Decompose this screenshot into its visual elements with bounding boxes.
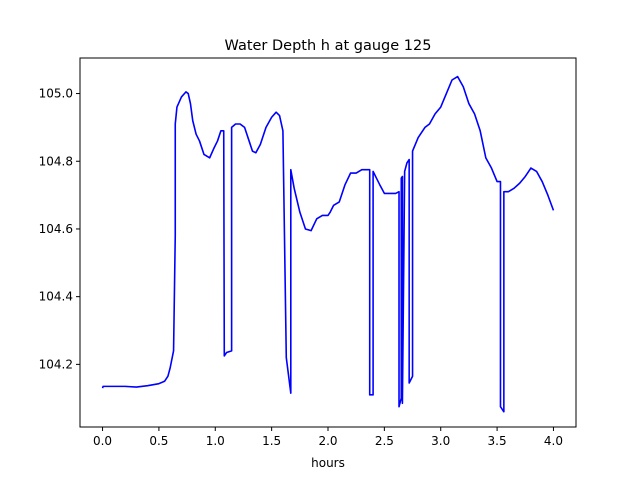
x-tick-label: 1.5: [262, 434, 281, 448]
y-tick-label: 104.2: [39, 357, 73, 371]
x-tick-label: 0.5: [149, 434, 168, 448]
x-tick-label: 3.0: [431, 434, 450, 448]
x-tick-label: 2.0: [318, 434, 337, 448]
chart-title: Water Depth h at gauge 125: [225, 38, 432, 54]
axes-frame: [79, 57, 577, 428]
y-tick-label: 105.0: [39, 87, 73, 101]
y-tick-label: 104.8: [39, 154, 73, 168]
y-tick-label: 104.6: [39, 222, 73, 236]
x-tick-label: 2.5: [375, 434, 394, 448]
series-line-0: [101, 75, 555, 413]
y-tick-label: 104.4: [39, 290, 73, 304]
plot-area: [101, 75, 555, 413]
x-axis-label: hours: [311, 456, 345, 470]
x-tick-label: 4.0: [544, 434, 563, 448]
axes-ticks: 0.0 0.5 1.0 1.5 2.0 2.5 3.0 3.5 4.0 104.2 104.4 104…: [39, 87, 563, 448]
x-tick-label: 1.0: [206, 434, 225, 448]
x-tick-label: 3.5: [488, 434, 507, 448]
x-tick-label: 0.0: [93, 434, 112, 448]
